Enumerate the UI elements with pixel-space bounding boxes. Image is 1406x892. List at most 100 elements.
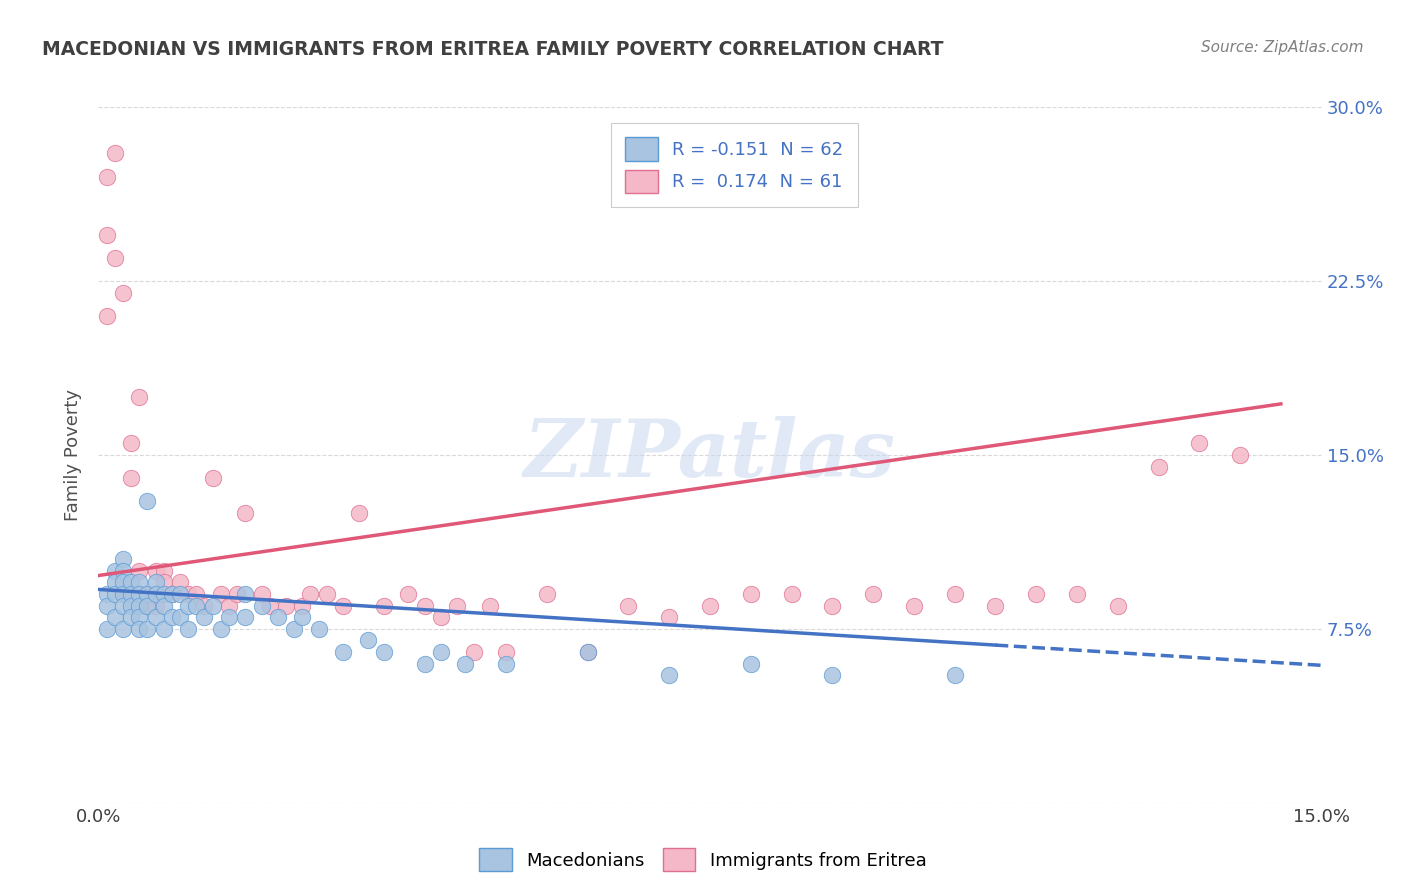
Point bbox=[128, 599, 150, 613]
Point bbox=[536, 587, 558, 601]
Point bbox=[111, 622, 134, 636]
Point bbox=[430, 610, 453, 624]
Point bbox=[186, 599, 208, 613]
Point bbox=[128, 575, 150, 590]
Point bbox=[274, 599, 297, 613]
Point bbox=[104, 564, 127, 578]
Point bbox=[463, 645, 485, 659]
Point bbox=[576, 645, 599, 659]
Point bbox=[193, 599, 215, 613]
Legend: R = -0.151  N = 62, R =  0.174  N = 61: R = -0.151 N = 62, R = 0.174 N = 61 bbox=[612, 123, 858, 207]
Point bbox=[128, 390, 150, 404]
Point bbox=[145, 575, 167, 590]
Point bbox=[699, 599, 721, 613]
Point bbox=[1107, 599, 1129, 613]
Point bbox=[984, 599, 1007, 613]
Point bbox=[120, 599, 142, 613]
Point bbox=[943, 668, 966, 682]
Point bbox=[104, 587, 127, 601]
Point bbox=[128, 622, 150, 636]
Point bbox=[120, 575, 142, 590]
Point bbox=[658, 610, 681, 624]
Point bbox=[169, 587, 191, 601]
Point bbox=[373, 599, 395, 613]
Point bbox=[186, 587, 208, 601]
Point bbox=[226, 587, 249, 601]
Point bbox=[104, 610, 127, 624]
Point bbox=[193, 610, 215, 624]
Point bbox=[120, 471, 142, 485]
Legend: Macedonians, Immigrants from Eritrea: Macedonians, Immigrants from Eritrea bbox=[472, 841, 934, 879]
Point bbox=[201, 471, 224, 485]
Y-axis label: Family Poverty: Family Poverty bbox=[65, 389, 83, 521]
Point bbox=[495, 645, 517, 659]
Point bbox=[283, 622, 305, 636]
Point bbox=[160, 610, 183, 624]
Point bbox=[104, 251, 127, 265]
Point bbox=[152, 575, 174, 590]
Point bbox=[1229, 448, 1251, 462]
Point bbox=[233, 587, 256, 601]
Point bbox=[177, 622, 200, 636]
Point bbox=[160, 587, 183, 601]
Point bbox=[332, 599, 354, 613]
Point bbox=[576, 645, 599, 659]
Point bbox=[120, 610, 142, 624]
Point bbox=[903, 599, 925, 613]
Point bbox=[233, 506, 256, 520]
Text: Source: ZipAtlas.com: Source: ZipAtlas.com bbox=[1201, 40, 1364, 55]
Text: MACEDONIAN VS IMMIGRANTS FROM ERITREA FAMILY POVERTY CORRELATION CHART: MACEDONIAN VS IMMIGRANTS FROM ERITREA FA… bbox=[42, 40, 943, 59]
Point bbox=[104, 575, 127, 590]
Point bbox=[136, 599, 159, 613]
Point bbox=[152, 564, 174, 578]
Point bbox=[209, 587, 232, 601]
Point bbox=[111, 564, 134, 578]
Point bbox=[291, 610, 314, 624]
Point bbox=[495, 657, 517, 671]
Point bbox=[1025, 587, 1047, 601]
Point bbox=[780, 587, 803, 601]
Point bbox=[250, 587, 273, 601]
Point bbox=[111, 587, 134, 601]
Point bbox=[111, 587, 134, 601]
Point bbox=[160, 587, 183, 601]
Point bbox=[111, 285, 134, 300]
Point bbox=[233, 610, 256, 624]
Point bbox=[218, 599, 240, 613]
Point bbox=[177, 587, 200, 601]
Point bbox=[128, 564, 150, 578]
Point bbox=[658, 668, 681, 682]
Point bbox=[145, 564, 167, 578]
Point bbox=[299, 587, 322, 601]
Point bbox=[177, 599, 200, 613]
Point bbox=[454, 657, 477, 671]
Text: ZIPatlas: ZIPatlas bbox=[524, 417, 896, 493]
Point bbox=[821, 599, 844, 613]
Point bbox=[315, 587, 337, 601]
Point bbox=[128, 610, 150, 624]
Point bbox=[349, 506, 371, 520]
Point bbox=[145, 587, 167, 601]
Point bbox=[136, 587, 159, 601]
Point bbox=[373, 645, 395, 659]
Point bbox=[332, 645, 354, 659]
Point bbox=[120, 436, 142, 450]
Point bbox=[430, 645, 453, 659]
Point bbox=[169, 575, 191, 590]
Point bbox=[218, 610, 240, 624]
Point bbox=[96, 169, 118, 184]
Point bbox=[96, 622, 118, 636]
Point bbox=[821, 668, 844, 682]
Point bbox=[169, 610, 191, 624]
Point bbox=[396, 587, 419, 601]
Point bbox=[740, 587, 762, 601]
Point bbox=[446, 599, 468, 613]
Point bbox=[291, 599, 314, 613]
Point bbox=[145, 610, 167, 624]
Point bbox=[136, 599, 159, 613]
Point bbox=[136, 587, 159, 601]
Point bbox=[267, 610, 290, 624]
Point bbox=[413, 599, 436, 613]
Point bbox=[259, 599, 281, 613]
Point bbox=[740, 657, 762, 671]
